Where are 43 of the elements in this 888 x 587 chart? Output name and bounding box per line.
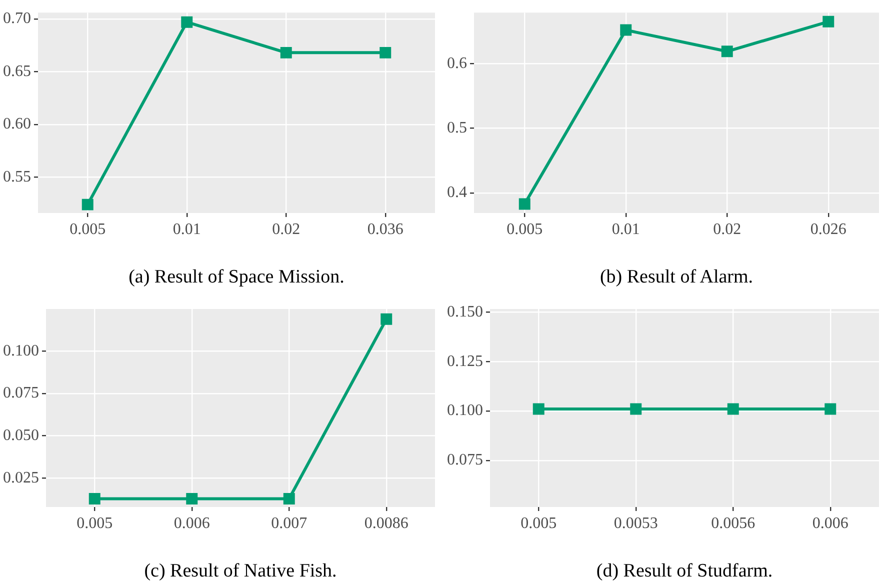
point (822, 16, 834, 28)
point (82, 198, 94, 210)
x-tick-label: 0.006 (174, 514, 210, 532)
y-tick-label: 0.125 (447, 352, 483, 370)
x-tick-label: 0.005 (506, 220, 543, 238)
x-tick-label: 0.0056 (711, 514, 756, 532)
y-tick-label: 0.050 (3, 427, 39, 444)
point (380, 46, 392, 58)
y-tick-label: 0.6 (447, 54, 467, 72)
y-tick-label: 0.100 (447, 402, 483, 420)
x-tick-label: 0.02 (272, 220, 300, 238)
x-tick-label: 0.005 (520, 514, 557, 532)
x-axis-title: (d) Result of Studfarm. (596, 560, 773, 582)
x-tick-label: 0.0086 (364, 514, 408, 532)
x-tick-label: 0.0053 (614, 514, 658, 532)
y-tick-label: 0.075 (3, 384, 39, 402)
x-tick-label: 0.01 (612, 220, 640, 238)
y-tick-label: 0.075 (447, 452, 483, 469)
x-tick-label: 0.036 (367, 220, 404, 238)
y-tick-label: 0.55 (3, 168, 31, 186)
x-tick-label: 0.007 (271, 514, 308, 532)
y-tick-label: 0.4 (447, 184, 467, 202)
point (280, 46, 292, 58)
y-tick-label: 0.70 (3, 10, 31, 28)
y-tick-label: 0.150 (447, 303, 483, 320)
point (518, 198, 530, 210)
y-tick-label: 0.100 (3, 342, 39, 360)
x-tick-label: 0.02 (713, 220, 742, 238)
y-tick-label: 0.60 (3, 116, 31, 133)
x-tick-label: 0.005 (76, 514, 113, 532)
y-tick-label: 0.65 (3, 62, 31, 80)
y-tick-label: 0.025 (3, 469, 39, 486)
x-tick-label: 0.026 (810, 220, 846, 238)
x-tick-label: 0.01 (172, 220, 201, 238)
x-axis-title: (c) Result of Native Fish. (144, 560, 337, 582)
point (181, 16, 193, 28)
x-axis-title: (a) Result of Space Mission. (128, 266, 344, 288)
x-axis-title: (b) Result of Alarm. (600, 266, 754, 288)
point (620, 24, 632, 36)
point (721, 46, 733, 58)
y-tick-label: 0.5 (447, 120, 467, 137)
x-tick-label: 0.006 (812, 514, 848, 532)
x-tick-label: 0.005 (70, 220, 106, 238)
